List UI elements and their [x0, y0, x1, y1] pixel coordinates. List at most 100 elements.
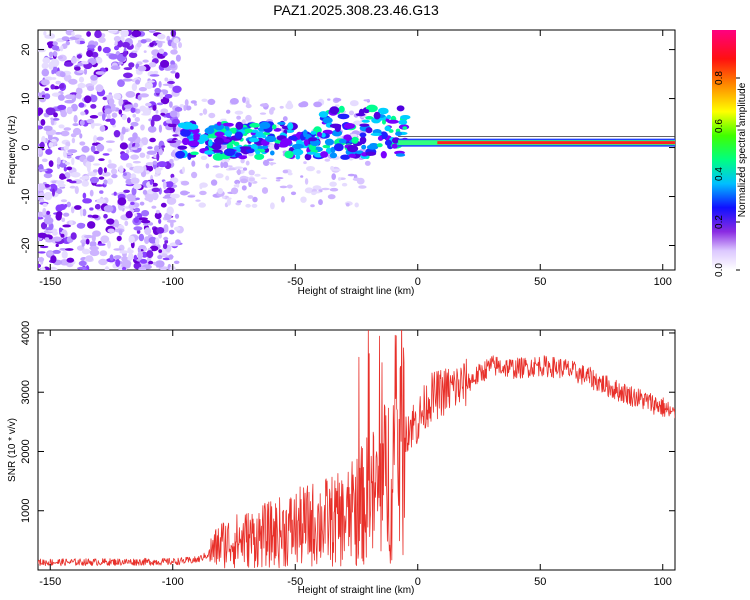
spectrogram-haze [310, 204, 315, 208]
spectrogram-blob [38, 263, 42, 268]
spectrogram-blob [125, 91, 136, 98]
spectrogram-blob [130, 107, 136, 113]
spectrogram-haze [354, 202, 359, 208]
spectrogram-blob [137, 251, 143, 259]
spectrogram-haze [270, 107, 276, 111]
spectrogram-blob [81, 248, 91, 255]
spectrogram-blob [145, 102, 152, 107]
spectrogram-blob [164, 77, 169, 82]
spectrogram-blob [62, 160, 66, 164]
spectrogram-blob [127, 198, 138, 202]
spectrogram-haze [358, 185, 367, 189]
spectrogram-blob [113, 130, 121, 138]
spectrogram-haze [245, 103, 252, 109]
spectrogram-hotspot [303, 129, 308, 138]
snr-x-tick-label: -100 [162, 576, 184, 588]
spectrogram-hotspot [175, 150, 186, 159]
spectrogram-blob [144, 81, 153, 89]
spectrogram-haze [353, 120, 362, 126]
spectrogram-blob [174, 72, 180, 79]
spectrogram-blob [175, 54, 181, 62]
spectrogram-blob [81, 175, 86, 181]
spectrogram-blob [103, 167, 107, 173]
spectrogram-blob [52, 118, 60, 121]
spectrogram-blob [149, 74, 160, 77]
spectrogram-haze [261, 187, 269, 194]
spectrogram-hotspot [306, 151, 317, 155]
spectrogram-blob [86, 44, 96, 49]
spectrogram-blob [78, 76, 85, 83]
spectrogram-blob [63, 62, 73, 67]
spectrogram-blob [113, 35, 121, 42]
spectrogram-blob [63, 212, 70, 217]
spectrogram-blob [86, 118, 95, 124]
spectrogram-haze [245, 160, 250, 166]
spectrogram-blob [59, 175, 67, 180]
spectrogram-y-ticks: -20 -10 0 10 20 [20, 43, 675, 253]
spectrogram-haze [236, 169, 241, 176]
spectrogram-hotspot [384, 125, 391, 132]
spectrogram-blob [45, 227, 53, 231]
spectrogram-blob [138, 245, 147, 250]
spectrogram-blob [159, 91, 164, 100]
spectrogram-blob [170, 49, 178, 55]
spectrogram-hotspot [395, 153, 406, 157]
spectrogram-blob [95, 57, 103, 64]
spectrogram-blob [128, 235, 135, 244]
spectrogram-blob [70, 171, 81, 178]
spectrogram-blob [121, 114, 127, 121]
spectrogram-haze [198, 202, 206, 208]
spectrogram-blob [91, 214, 99, 219]
spectrogram-x-tick-label: 50 [534, 276, 546, 288]
spectrogram-haze [220, 161, 224, 168]
spectrogram-blob [92, 230, 101, 237]
spectrogram-hotspot [361, 119, 370, 123]
spectrogram-blob [64, 94, 75, 100]
spectrogram-blob [122, 171, 132, 180]
spectrogram-haze [363, 99, 371, 102]
spectrogram-blob [156, 227, 165, 234]
spectrogram-hotspot [355, 113, 366, 117]
spectrogram-blob [169, 110, 178, 118]
spectrogram-blob [149, 137, 156, 143]
spectrogram-blob [81, 242, 85, 247]
spectrogram-blob [164, 94, 173, 99]
spectrogram-blob [120, 133, 124, 141]
spectrogram-haze [311, 191, 317, 196]
spectrogram-blob [158, 249, 163, 254]
spectrogram-hotspot [239, 146, 252, 150]
spectrogram-blob [77, 40, 81, 44]
spectrogram-blob [125, 210, 133, 219]
spectrogram-blob [38, 216, 44, 220]
spectrogram-haze [245, 203, 251, 208]
spectrogram-blob [55, 204, 63, 212]
spectrogram-blob [90, 74, 98, 81]
spectrogram-blob [132, 165, 142, 174]
spectrogram-blob [134, 117, 140, 122]
spectrogram-hotspot [226, 143, 234, 151]
spectrogram-hotspot [343, 123, 356, 129]
spectrogram-blob [61, 36, 70, 41]
spectrogram-blob [108, 98, 115, 106]
spectrogram-hotspot [304, 153, 312, 161]
spectrogram-blob [86, 155, 95, 163]
spectrogram-blob [126, 149, 130, 154]
spectrogram-haze [248, 169, 255, 176]
spectrogram-blob [52, 230, 58, 236]
spectrogram-blob [66, 166, 73, 171]
spectrogram-blob [52, 41, 58, 46]
spectrogram-blob [99, 125, 106, 132]
spectrogram-hotspot [340, 154, 350, 160]
spectrogram-y-tick-label: 10 [20, 92, 32, 104]
spectrogram-blob [105, 140, 115, 143]
spectrogram-blob [65, 40, 71, 46]
spectrogram-blob [154, 212, 162, 220]
spectrogram-x-tick-label: -50 [287, 276, 303, 288]
spectrogram-blob [149, 245, 159, 252]
spectrogram-blob [84, 95, 92, 104]
spectrogram-blob [131, 50, 138, 53]
spectrogram-haze [220, 159, 230, 163]
colorbar-tick-label: 0.0 [714, 263, 725, 277]
spectrogram-haze [259, 103, 269, 107]
